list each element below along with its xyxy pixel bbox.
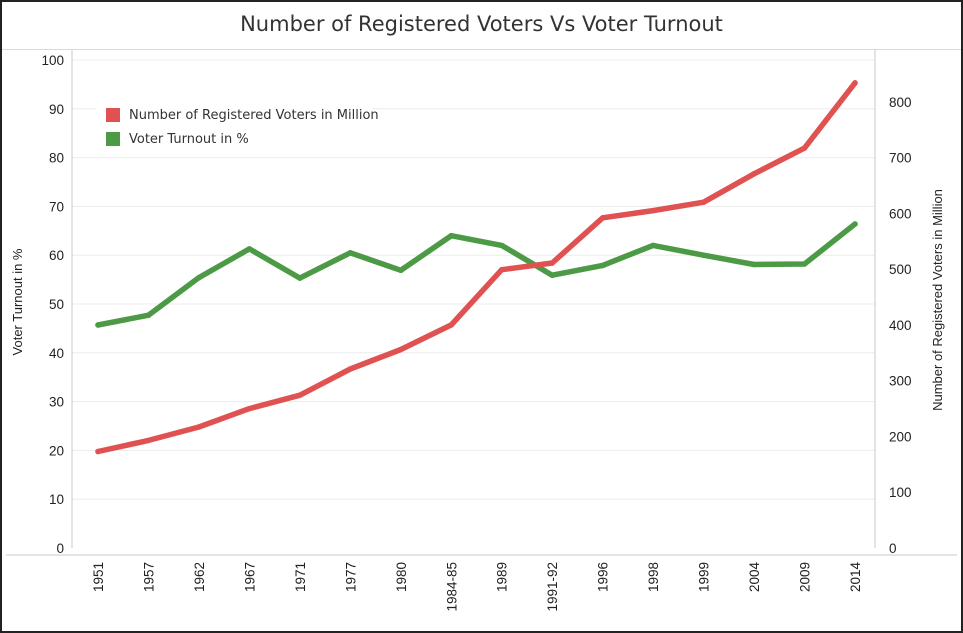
x-tick-label: 1998: [646, 562, 661, 592]
legend-label-registered: Number of Registered Voters in Million: [129, 107, 379, 123]
series-line-voter-turnout: [95, 221, 858, 328]
data-point-registered-voters: [549, 260, 555, 266]
y-right-tick-label: 100: [889, 485, 912, 500]
data-point-registered-voters: [347, 366, 354, 372]
y-left-tick-label: 0: [56, 541, 64, 556]
data-point-registered-voters: [700, 199, 707, 205]
x-tick-label: 1999: [697, 562, 712, 592]
data-point-voter-turnout: [246, 246, 253, 252]
data-point-voter-turnout: [498, 242, 505, 249]
y-axis-right-title: Number of Registered Voters in Million: [930, 189, 945, 411]
series-lines: [95, 80, 858, 455]
x-tick-label: 1991-92: [545, 562, 560, 612]
legend: Number of Registered Voters in Million V…: [96, 99, 379, 151]
x-tick-label: 2014: [848, 562, 863, 593]
y-right-tick-label: 700: [889, 151, 912, 166]
chart-title: Number of Registered Voters Vs Voter Tur…: [240, 12, 723, 36]
legend-label-turnout: Voter Turnout in %: [129, 131, 249, 147]
title-divider: [2, 49, 961, 50]
data-point-voter-turnout: [297, 275, 303, 281]
legend-item-registered: Number of Registered Voters in Million: [106, 105, 379, 125]
data-point-voter-turnout: [852, 221, 858, 227]
data-point-registered-voters: [599, 215, 606, 221]
data-point-registered-voters: [801, 145, 808, 151]
x-tick-label: 2004: [747, 562, 762, 593]
x-tick-label: 1951: [91, 562, 106, 592]
legend-item-turnout: Voter Turnout in %: [106, 129, 249, 149]
y-left-tick-label: 90: [49, 102, 64, 117]
x-tick-label: 1967: [242, 562, 257, 592]
x-tick-label: 1977: [343, 562, 358, 592]
data-point-registered-voters: [448, 322, 455, 328]
x-tick-label: 1984-85: [444, 562, 459, 612]
axes: [6, 50, 957, 556]
legend-swatch-red: [106, 108, 120, 122]
data-point-registered-voters: [246, 405, 253, 412]
x-tick-label: 1996: [596, 562, 611, 592]
data-point-voter-turnout: [801, 261, 808, 267]
x-tick-label: 1989: [495, 562, 510, 592]
y-right-tick-label: 800: [889, 95, 912, 110]
data-point-registered-voters: [498, 266, 505, 273]
y-right-tick-label: 300: [889, 374, 912, 389]
data-point-voter-turnout: [448, 232, 455, 239]
y-left-tick-label: 40: [49, 346, 64, 361]
y-left-tick-label: 50: [49, 297, 64, 312]
data-point-voter-turnout: [196, 274, 202, 281]
data-point-voter-turnout: [398, 267, 404, 274]
y-left-tick-label: 70: [49, 199, 64, 214]
data-point-registered-voters: [751, 171, 757, 177]
y-right-tick-label: 200: [889, 429, 912, 444]
data-point-voter-turnout: [347, 250, 354, 256]
series-line-registered-voters: [95, 80, 858, 455]
data-point-registered-voters: [145, 437, 152, 444]
legend-swatch-green: [106, 132, 120, 146]
y-left-tick-label: 20: [49, 443, 64, 458]
y-right-tick-label: 0: [889, 541, 897, 556]
data-point-registered-voters: [297, 392, 303, 398]
data-point-voter-turnout: [145, 312, 152, 318]
y-axis-left-title: Voter Turnout in %: [10, 248, 25, 355]
x-tick-label: 1971: [293, 562, 308, 592]
data-point-voter-turnout: [549, 272, 555, 278]
data-point-voter-turnout: [700, 252, 707, 258]
tick-labels: 0 10 20 30 40 50 60 70 80 90 100 0 100 200 300 400 500 60…: [41, 53, 911, 612]
data-point-voter-turnout: [95, 322, 101, 328]
x-tick-label: 2009: [798, 562, 813, 592]
y-right-tick-label: 500: [889, 262, 912, 277]
data-point-registered-voters: [852, 80, 858, 86]
x-tick-label: 1962: [192, 562, 207, 592]
data-point-registered-voters: [650, 207, 656, 214]
y-left-tick-label: 80: [49, 151, 64, 166]
y-left-tick-label: 30: [49, 395, 64, 410]
data-point-voter-turnout: [751, 261, 757, 268]
data-point-voter-turnout: [650, 242, 656, 249]
x-tick-label: 1957: [141, 562, 156, 592]
x-tick-label: 1980: [394, 562, 409, 592]
data-point-registered-voters: [196, 424, 202, 430]
y-left-tick-label: 100: [41, 53, 64, 68]
y-left-tick-label: 10: [49, 492, 64, 507]
y-right-tick-label: 600: [889, 206, 912, 221]
y-right-tick-label: 400: [889, 318, 912, 333]
data-point-registered-voters: [398, 346, 404, 353]
gridlines: [72, 59, 875, 500]
y-left-tick-label: 60: [49, 248, 64, 263]
data-point-registered-voters: [95, 448, 101, 455]
data-point-voter-turnout: [599, 262, 606, 269]
